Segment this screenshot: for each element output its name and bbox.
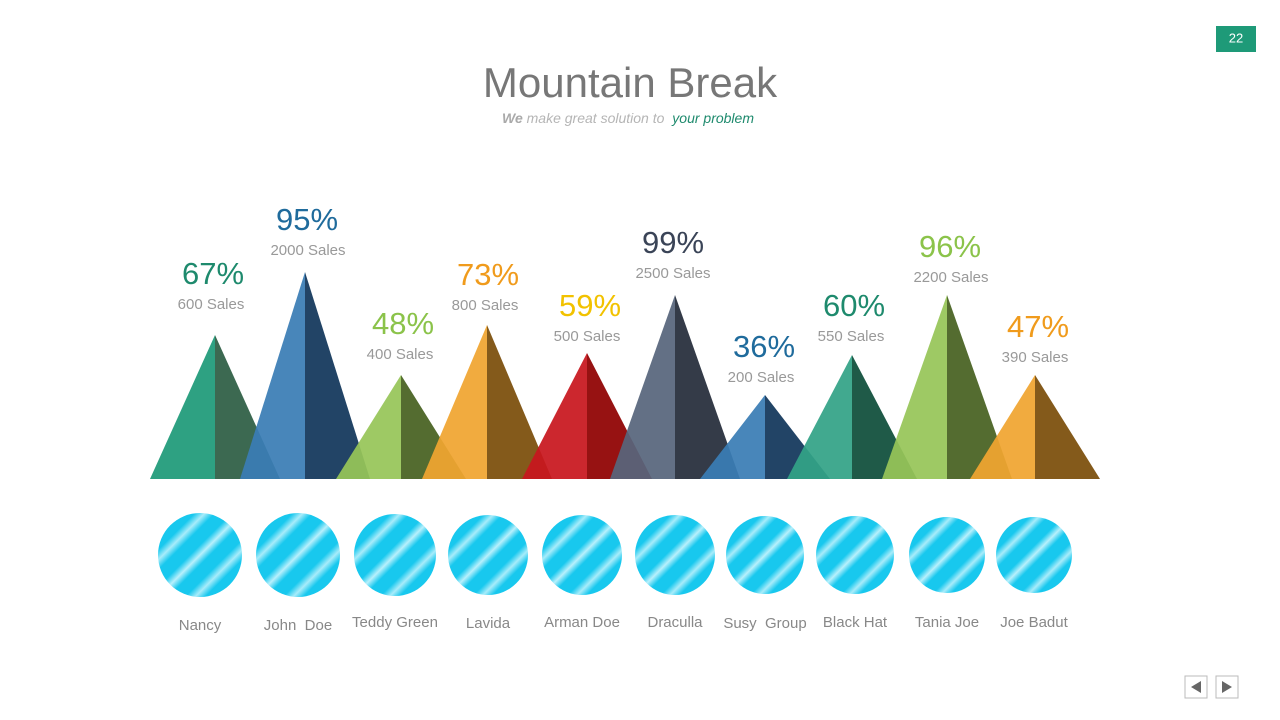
person-name: John Doe (264, 617, 332, 634)
sales-label: 550 Sales (818, 328, 885, 345)
sales-label: 400 Sales (367, 346, 434, 363)
person-name: Joe Badut (1000, 614, 1068, 631)
prev-icon (1191, 681, 1201, 693)
sales-label: 2000 Sales (270, 242, 345, 259)
percent-label: 95% (276, 202, 338, 237)
mountain-left (882, 295, 947, 479)
avatar (256, 513, 340, 597)
percent-label: 73% (457, 257, 519, 292)
subtitle-middle: make great solution to (527, 110, 665, 126)
sales-label: 390 Sales (1002, 349, 1069, 366)
title: Mountain Break (483, 59, 778, 106)
page-number: 22 (1229, 30, 1243, 45)
mountain-left (970, 375, 1035, 479)
mountain-left (700, 395, 765, 479)
mountain-right (487, 325, 552, 479)
mountain-left (610, 295, 675, 479)
subtitle: We make great solution to your problem (502, 110, 754, 126)
person-name: Draculla (647, 614, 703, 631)
percent-label: 59% (559, 288, 621, 323)
avatar (448, 515, 528, 595)
percent-label: 60% (823, 288, 885, 323)
page-badge (1216, 26, 1256, 52)
person-name: Arman Doe (544, 614, 620, 631)
percent-label: 99% (642, 225, 704, 260)
percent-label: 47% (1007, 309, 1069, 344)
sales-label: 600 Sales (178, 296, 245, 313)
mountain-right (947, 295, 1012, 479)
avatar (726, 516, 804, 594)
sales-label: 500 Sales (554, 328, 621, 345)
mountain-right (305, 272, 370, 479)
sales-label: 200 Sales (728, 369, 795, 386)
percent-label: 96% (919, 229, 981, 264)
person-name: Tania Joe (915, 614, 979, 631)
labels: 67% 600 Sales Nancy 95% 2000 Sales John Doe 48… (158, 202, 1072, 634)
mountain-left (787, 355, 852, 479)
subtitle-highlight: your problem (671, 110, 754, 126)
person-name: Black Hat (823, 614, 888, 631)
avatar (996, 517, 1072, 593)
sales-label: 800 Sales (452, 297, 519, 314)
person-name: Susy Group (723, 615, 806, 632)
mountain-left (240, 272, 305, 479)
mountain-right (675, 295, 740, 479)
person-name: Nancy (179, 617, 222, 634)
percent-label: 36% (733, 329, 795, 364)
mountains (150, 272, 1100, 479)
sales-label: 2200 Sales (913, 269, 988, 286)
mountain-left (522, 353, 587, 479)
person-name: Teddy Green (352, 614, 438, 631)
next-icon (1222, 681, 1232, 693)
mountain-right (1035, 375, 1100, 479)
percent-label: 67% (182, 256, 244, 291)
mountain-left (150, 335, 215, 479)
subtitle-lead: We (502, 110, 523, 126)
person-name: Lavida (466, 615, 511, 632)
avatar (816, 516, 894, 594)
nav (1184, 675, 1239, 699)
mountain-left (422, 325, 487, 479)
avatar (158, 513, 242, 597)
avatar (909, 517, 985, 593)
mountain-left (336, 375, 401, 479)
sales-label: 2500 Sales (635, 265, 710, 282)
avatar (354, 514, 436, 596)
percent-label: 48% (372, 306, 434, 341)
avatar (635, 515, 715, 595)
avatar (542, 515, 622, 595)
